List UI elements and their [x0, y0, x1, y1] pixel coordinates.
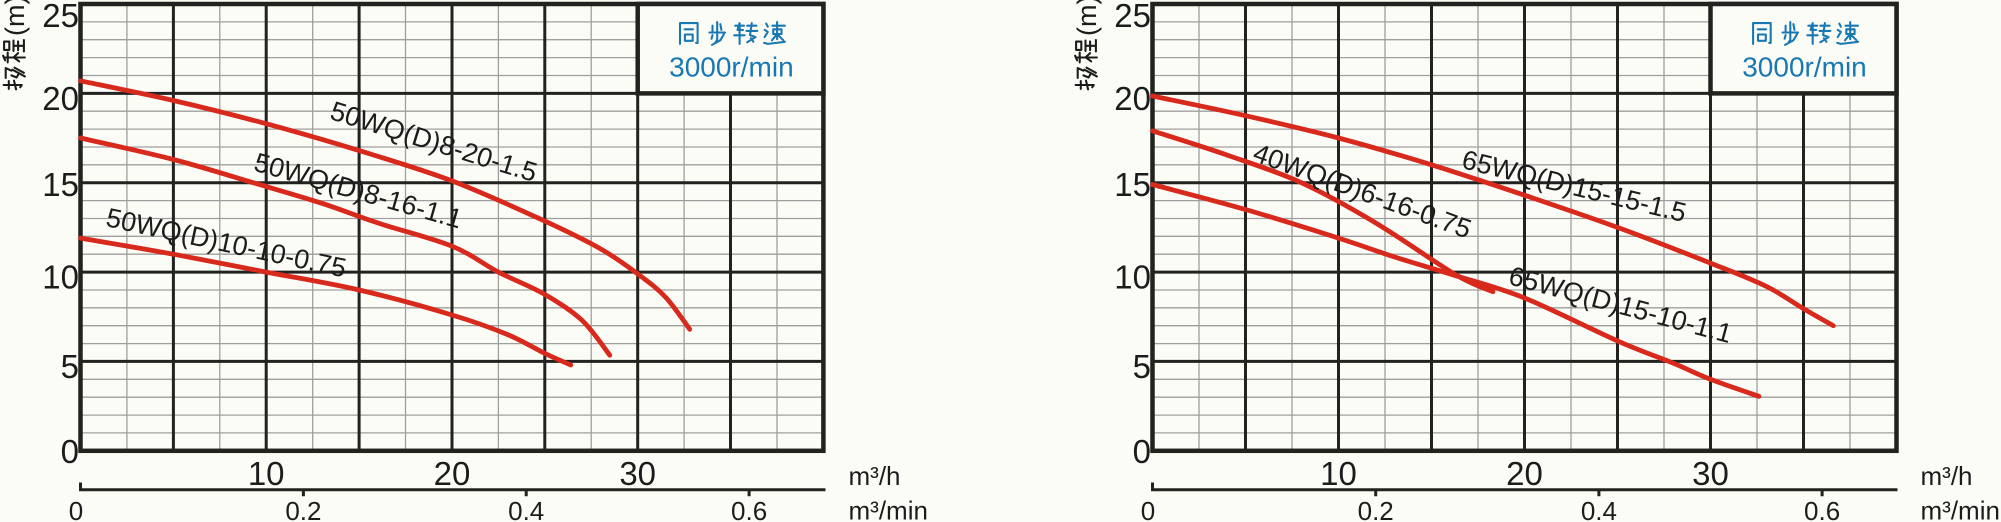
- svg-text:m³/h: m³/h: [1921, 461, 1973, 491]
- svg-text:10: 10: [1114, 259, 1151, 296]
- svg-text:30: 30: [1692, 455, 1729, 492]
- svg-text:10: 10: [1320, 455, 1357, 492]
- svg-text:0: 0: [1133, 433, 1151, 470]
- svg-text:0: 0: [61, 433, 79, 470]
- svg-text:0: 0: [69, 496, 83, 522]
- svg-text:0.6: 0.6: [1804, 496, 1840, 522]
- svg-text:3000r/min: 3000r/min: [1742, 52, 1867, 83]
- svg-text:20: 20: [434, 455, 471, 492]
- svg-text:15: 15: [42, 166, 79, 203]
- svg-text:30: 30: [619, 455, 656, 492]
- svg-text:0: 0: [1141, 496, 1155, 522]
- svg-text:25: 25: [42, 0, 79, 34]
- svg-text:m³/min: m³/min: [1921, 496, 2000, 522]
- svg-text:(m): (m): [1072, 0, 1102, 36]
- svg-text:m³/min: m³/min: [849, 496, 928, 522]
- svg-text:m³/h: m³/h: [849, 461, 901, 491]
- svg-text:10: 10: [248, 455, 285, 492]
- svg-text:20: 20: [1114, 80, 1151, 117]
- svg-text:0.2: 0.2: [1358, 496, 1394, 522]
- svg-text:5: 5: [1133, 348, 1151, 385]
- svg-text:0.4: 0.4: [508, 496, 544, 522]
- svg-text:0.2: 0.2: [285, 496, 321, 522]
- svg-text:0.6: 0.6: [731, 496, 767, 522]
- svg-text:20: 20: [1506, 455, 1543, 492]
- svg-text:20: 20: [42, 80, 79, 117]
- svg-text:15: 15: [1114, 166, 1151, 203]
- svg-text:0.4: 0.4: [1581, 496, 1617, 522]
- svg-text:25: 25: [1114, 0, 1151, 34]
- svg-text:(m): (m): [0, 0, 30, 36]
- svg-text:3000r/min: 3000r/min: [669, 52, 794, 83]
- svg-text:10: 10: [42, 259, 79, 296]
- svg-text:5: 5: [61, 348, 79, 385]
